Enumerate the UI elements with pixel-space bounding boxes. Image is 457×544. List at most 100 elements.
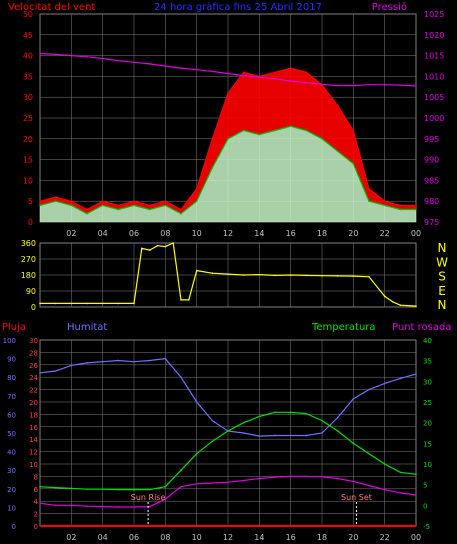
pressure-tick-label: 975 bbox=[424, 218, 439, 227]
humidity-tick-label: 22 bbox=[29, 387, 38, 395]
pressure-point bbox=[227, 72, 229, 75]
temperature-point bbox=[368, 452, 370, 455]
dewpoint-point bbox=[415, 494, 417, 496]
temperature-point bbox=[415, 473, 417, 476]
pressure-point bbox=[54, 53, 57, 56]
pressure-title: Pressió bbox=[372, 1, 407, 13]
pressure-point bbox=[70, 54, 73, 57]
temperature-point bbox=[148, 488, 151, 491]
direction-point bbox=[258, 273, 261, 276]
pressure-tick-label: 985 bbox=[424, 176, 439, 185]
compass-label-n: N bbox=[438, 241, 447, 255]
temperature-tick-label: 35 bbox=[423, 358, 432, 366]
direction-tick-label: 180 bbox=[21, 271, 36, 280]
wind-average-point bbox=[164, 204, 167, 207]
wind-left-tick-label: 35 bbox=[23, 72, 33, 81]
temperature-point bbox=[86, 488, 88, 491]
temperature-tick-label: 20 bbox=[423, 420, 432, 428]
pressure-point bbox=[321, 83, 323, 86]
compass-label-s: S bbox=[438, 270, 446, 284]
dewpoint-point bbox=[289, 475, 292, 478]
direction-point bbox=[274, 274, 276, 277]
temperature-point bbox=[383, 463, 386, 465]
pressure-point bbox=[101, 57, 104, 60]
pressure-tick-label: 980 bbox=[424, 197, 439, 206]
wind-gust-point bbox=[227, 92, 229, 94]
wind-left-tick-label: 15 bbox=[23, 156, 33, 165]
wind-gust-point bbox=[305, 71, 308, 74]
direction-point bbox=[242, 274, 245, 276]
humidity-tick-label: 30 bbox=[29, 337, 38, 345]
dewpoint-point bbox=[195, 483, 198, 485]
humidity-point bbox=[148, 359, 151, 362]
direction-point bbox=[188, 299, 190, 301]
wind-left-tick-label: 5 bbox=[28, 197, 33, 206]
direction-point bbox=[164, 245, 167, 248]
wind-average-point bbox=[148, 208, 151, 211]
wind-gust-point bbox=[164, 200, 167, 202]
humidity-title: Humitat bbox=[67, 322, 107, 333]
wind-left-tick-label: 10 bbox=[23, 176, 33, 185]
sun-rise-label: Sun Rise bbox=[131, 493, 166, 502]
wind-gust-point bbox=[383, 200, 386, 202]
pressure-tick-label: 1005 bbox=[424, 93, 444, 102]
humidity-tick-label: 8 bbox=[34, 473, 38, 481]
wind-gust-point bbox=[274, 71, 276, 74]
pressure-point bbox=[180, 67, 182, 69]
temperature-tick-label: 30 bbox=[423, 378, 432, 386]
direction-tick-label: 360 bbox=[21, 239, 36, 248]
wind-x-tick-label: 18 bbox=[317, 229, 327, 238]
direction-point bbox=[391, 300, 394, 303]
temperature-point bbox=[54, 486, 57, 489]
direction-point bbox=[180, 299, 182, 301]
wind-left-tick-label: 45 bbox=[23, 31, 33, 40]
temperature-tick-label: 10 bbox=[423, 461, 432, 469]
humidity-tick-label: 10 bbox=[29, 461, 38, 469]
temp-x-tick-label: 12 bbox=[223, 533, 233, 542]
dewpoint-point bbox=[101, 505, 104, 508]
wind-average-point bbox=[399, 208, 402, 211]
humidity-point bbox=[352, 398, 355, 400]
wind-average-point bbox=[39, 204, 41, 207]
dewpoint-point bbox=[242, 479, 245, 482]
pressure-point bbox=[133, 61, 135, 64]
humidity-point bbox=[415, 373, 417, 375]
wind-x-tick-label: 00 bbox=[411, 229, 421, 238]
wind-average-point bbox=[117, 208, 120, 211]
temperature-tick-label: -5 bbox=[423, 523, 430, 531]
temp-x-tick-label: 04 bbox=[98, 533, 108, 542]
humidity-point bbox=[211, 419, 214, 422]
wind-average-point bbox=[274, 129, 276, 132]
rain-tick-label: 100 bbox=[3, 337, 16, 345]
wind-gust-point bbox=[289, 67, 292, 69]
wind-left-tick-label: 20 bbox=[23, 135, 33, 144]
temperature-point bbox=[274, 411, 276, 414]
direction-tick-label: 0 bbox=[31, 303, 36, 312]
dewpoint-point bbox=[117, 506, 120, 508]
temperature-tick-label: 25 bbox=[423, 399, 432, 407]
humidity-point bbox=[195, 401, 198, 403]
direction-point bbox=[141, 247, 143, 250]
wind-gust-point bbox=[399, 204, 402, 207]
dewpoint-point bbox=[352, 480, 355, 483]
wind-average-point bbox=[242, 129, 245, 132]
pressure-point bbox=[86, 56, 88, 58]
direction-point bbox=[352, 275, 355, 277]
wind-gust-point bbox=[86, 208, 88, 211]
wind-average-point bbox=[195, 200, 198, 202]
rain-tick-label: 0 bbox=[12, 523, 16, 531]
humidity-point bbox=[242, 432, 245, 434]
wind-speed-area bbox=[40, 126, 416, 222]
direction-tick-label: 270 bbox=[21, 255, 36, 264]
dewpoint-point bbox=[86, 505, 88, 507]
humidity-point bbox=[86, 362, 88, 364]
direction-point bbox=[86, 302, 88, 305]
wind-average-point bbox=[321, 138, 323, 140]
wind-gust-point bbox=[352, 129, 355, 132]
dewpoint-point bbox=[274, 476, 276, 479]
direction-point bbox=[195, 269, 198, 272]
compass-label-e: E bbox=[438, 284, 446, 298]
direction-point bbox=[211, 272, 214, 275]
